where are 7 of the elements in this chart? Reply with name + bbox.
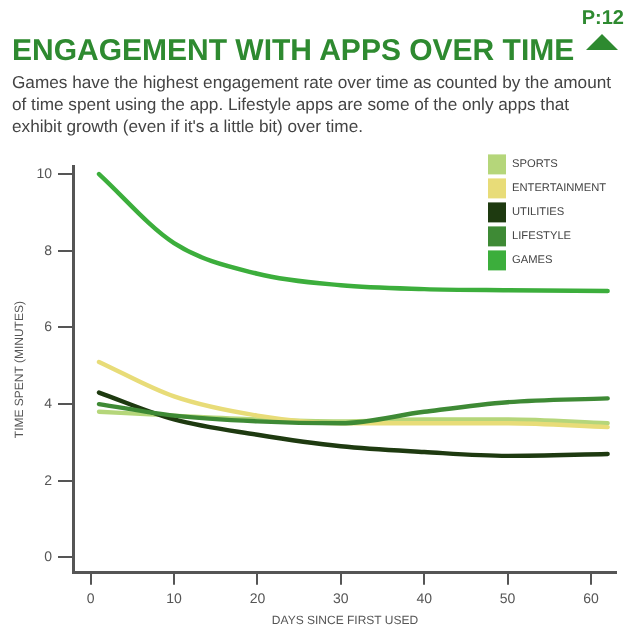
chart-title: ENGAGEMENT WITH APPS OVER TIME: [12, 34, 575, 68]
line-series: [96, 359, 610, 430]
chart-subtitle: Games have the highest engagement rate over time as counted by the amount of time spent using the app. Lifestyle apps are some of the only apps that exhibit growth (even if it's a little bit) over time.: [12, 72, 612, 138]
line-series: [96, 390, 610, 459]
line-series: [96, 171, 610, 294]
line-series: [96, 396, 610, 426]
text: P:12: [581, 8, 624, 30]
